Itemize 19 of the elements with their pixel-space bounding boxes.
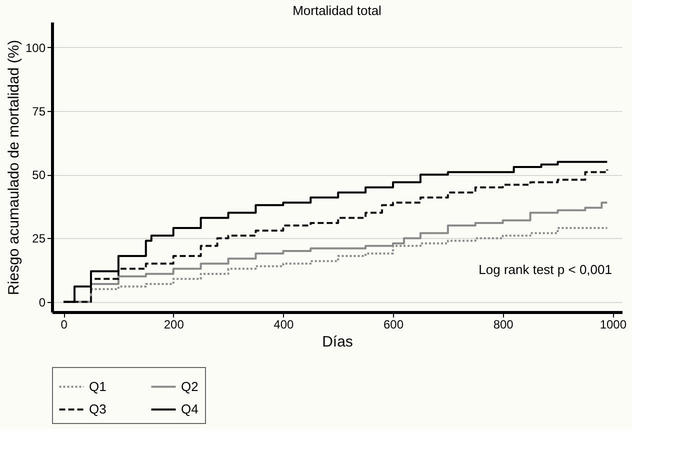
- x-tick-label: 400: [274, 318, 294, 332]
- x-tick-label: 800: [493, 318, 514, 332]
- x-tick-label: 200: [164, 318, 184, 332]
- y-tick-label: 100: [25, 40, 46, 55]
- x-tick-label: 0: [60, 318, 68, 332]
- y-axis-title: Riesgo acumaulado de mortalidad (%): [5, 40, 22, 296]
- y-tick-label: 0: [38, 295, 46, 310]
- legend-label: Q4: [181, 402, 198, 416]
- legend-label: Q1: [89, 378, 106, 394]
- x-tick-label: 1000: [600, 318, 627, 332]
- annotation: Log rank test p < 0,001: [478, 262, 612, 277]
- legend-label: Q2: [181, 378, 198, 394]
- y-tick-label: 25: [32, 232, 46, 246]
- chart-title: Mortalidad total: [292, 3, 382, 18]
- x-axis-title: Días: [322, 334, 353, 350]
- y-tick-label: 50: [32, 168, 46, 182]
- x-tick-label: 600: [383, 318, 404, 332]
- legend-label: Q3: [89, 402, 106, 416]
- y-tick-label: 75: [32, 104, 46, 119]
